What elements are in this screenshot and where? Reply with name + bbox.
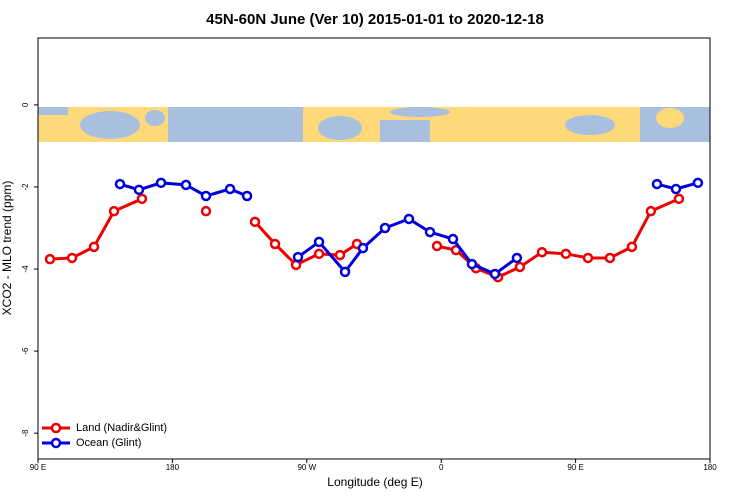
point	[180, 179, 192, 191]
point	[692, 177, 704, 189]
point	[249, 216, 261, 228]
point	[108, 205, 120, 217]
x-axis-label: Longitude (deg E)	[327, 475, 422, 489]
plot-frame	[37, 37, 711, 460]
point	[511, 252, 523, 264]
point	[424, 226, 436, 238]
point	[241, 190, 253, 202]
point	[200, 190, 212, 202]
x-tick-label: 0	[439, 463, 444, 472]
point	[339, 266, 351, 278]
point	[673, 193, 685, 205]
point	[88, 241, 100, 253]
point	[403, 213, 415, 225]
point	[645, 205, 657, 217]
point	[536, 246, 548, 258]
x-tick-label: 180	[166, 463, 180, 472]
point	[431, 240, 443, 252]
point	[357, 242, 369, 254]
x-tick-label: 90 E	[30, 463, 46, 472]
point	[66, 252, 78, 264]
chart-title: 45N-60N June (Ver 10) 2015-01-01 to 2020…	[206, 11, 544, 28]
legend-marker	[50, 422, 62, 434]
point	[651, 178, 663, 190]
legend-marker	[50, 437, 62, 449]
point	[670, 183, 682, 195]
point	[582, 252, 594, 264]
point	[155, 177, 167, 189]
point	[224, 183, 236, 195]
legend-label: Ocean (Glint)	[76, 437, 141, 449]
point	[514, 261, 526, 273]
map-band	[38, 107, 710, 142]
point	[604, 252, 616, 264]
x-tick-label: 180	[703, 463, 717, 472]
point	[379, 222, 391, 234]
point	[313, 236, 325, 248]
y-tick-label: 0	[21, 102, 30, 107]
point	[200, 205, 212, 217]
y-tick-label: -4	[21, 265, 30, 273]
y-axis-label: XCO2 - MLO trend (ppm)	[0, 181, 14, 316]
x-tick-label: 90 E	[567, 463, 583, 472]
point	[626, 241, 638, 253]
y-tick-label: -2	[21, 183, 30, 191]
point	[269, 238, 281, 250]
point	[466, 258, 478, 270]
point	[313, 248, 325, 260]
point	[334, 249, 346, 261]
point	[114, 178, 126, 190]
legend-label: Land (Nadir&Glint)	[76, 422, 167, 434]
point	[292, 251, 304, 263]
y-tick-label: -6	[21, 347, 30, 355]
point	[133, 184, 145, 196]
series-line	[49, 197, 680, 279]
point	[447, 233, 459, 245]
x-tick-label: 90 W	[297, 463, 316, 472]
point	[560, 248, 572, 260]
point	[44, 253, 56, 265]
y-tick-label: -8	[21, 429, 30, 437]
point	[489, 268, 501, 280]
point	[136, 193, 148, 205]
